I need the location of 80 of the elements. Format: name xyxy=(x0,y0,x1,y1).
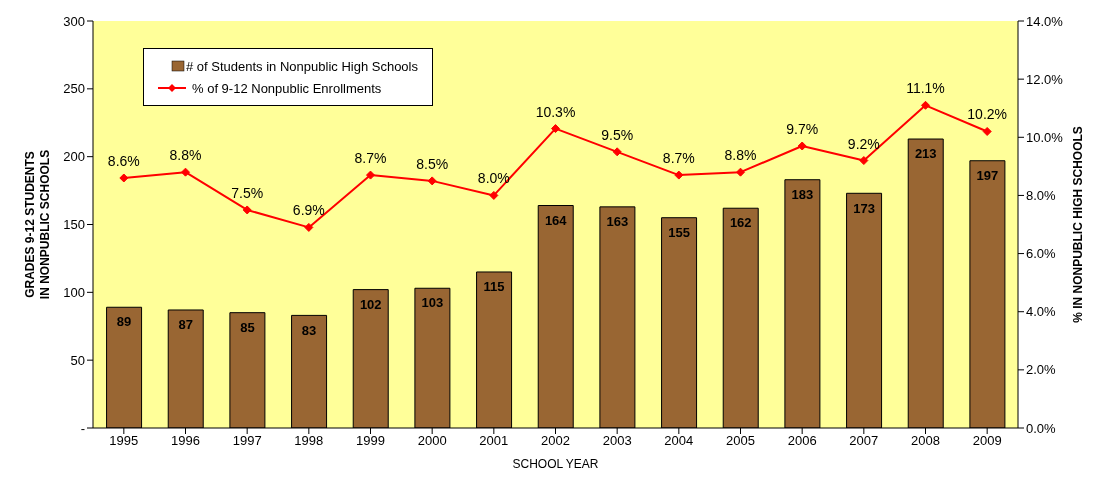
data-label: 7.5% xyxy=(231,184,264,201)
x-tick-label: 2007 xyxy=(849,433,879,449)
x-tick-label: 2002 xyxy=(541,433,570,449)
x-tick-label: 2005 xyxy=(726,433,755,449)
data-label: 8.8% xyxy=(169,147,202,164)
point xyxy=(366,170,375,180)
y-tick-label: - xyxy=(80,420,85,436)
point xyxy=(736,167,745,177)
data-label: 213 xyxy=(914,146,937,162)
y-tick-label: 100 xyxy=(63,284,85,300)
data-label: 163 xyxy=(606,214,629,230)
y-tick-label: 250 xyxy=(63,81,85,97)
point xyxy=(612,147,622,157)
y2-tick-label: 10.0% xyxy=(1026,129,1064,145)
x-tick-label: 2006 xyxy=(787,433,817,449)
y-axis-title: GRADES 9-12 STUDENTS IN NONPUBLIC SCHOOLS xyxy=(23,149,52,300)
point xyxy=(489,190,499,200)
data-label: 10.2% xyxy=(967,106,1008,123)
x-tick-label: 2003 xyxy=(602,433,632,449)
data-label: 8.6% xyxy=(107,152,140,169)
y2-tick-label: 4.0% xyxy=(1026,304,1057,320)
y-tick-label: 150 xyxy=(63,217,85,233)
data-label: 85 xyxy=(240,319,255,335)
x-axis-title: SCHOOL YEAR xyxy=(512,457,599,471)
data-label: 11.1% xyxy=(906,80,945,97)
data-label: 8.7% xyxy=(662,150,695,167)
data-label: 9.5% xyxy=(601,126,634,143)
point xyxy=(797,141,807,151)
point xyxy=(181,167,190,177)
y2-tick-label: 8.0% xyxy=(1026,188,1057,204)
data-label: 115 xyxy=(483,279,505,295)
data-label: 10.3% xyxy=(535,103,576,120)
point xyxy=(304,222,314,232)
data-label: 102 xyxy=(359,296,382,312)
point xyxy=(859,156,869,166)
x-tick-label: 1995 xyxy=(109,433,139,449)
x-tick-label: 2008 xyxy=(911,433,940,449)
data-label: 183 xyxy=(791,186,814,202)
y2-tick-label: 14.0% xyxy=(1026,13,1064,29)
x-tick-label: 1999 xyxy=(356,433,385,449)
point xyxy=(119,173,129,183)
y-tick-label: 300 xyxy=(63,13,85,29)
y2-tick-label: 0.0% xyxy=(1026,420,1057,436)
point xyxy=(242,205,252,215)
y2-tick-label: 12.0% xyxy=(1026,71,1064,87)
y-tick-label: 50 xyxy=(70,352,85,368)
data-label: 162 xyxy=(729,215,752,231)
data-label: 89 xyxy=(116,314,132,330)
data-label: 103 xyxy=(421,295,444,311)
data-label: 8.5% xyxy=(416,155,449,172)
legend-label: # of Students in Nonpublic High Schools xyxy=(186,58,418,74)
y2-tick-label: 6.0% xyxy=(1026,246,1057,262)
data-label: 83 xyxy=(301,322,317,338)
data-label: 6.9% xyxy=(292,202,325,219)
data-label: 8.0% xyxy=(477,170,510,187)
point xyxy=(982,126,992,136)
x-tick-label: 1997 xyxy=(232,433,262,449)
point xyxy=(427,176,437,186)
x-tick-label: 2001 xyxy=(479,433,509,449)
x-tick-label: 1998 xyxy=(294,433,324,449)
x-tick-label: 2000 xyxy=(417,433,447,449)
y2-tick-label: 2.0% xyxy=(1026,362,1057,378)
data-label: 173 xyxy=(853,200,875,216)
data-label: 8.8% xyxy=(724,147,757,164)
point xyxy=(674,170,684,180)
y2-axis-title: % IN NONPUBLIC HIGH SCHOOLS xyxy=(1071,126,1085,323)
x-tick-label: 1996 xyxy=(171,433,200,449)
data-label: 9.7% xyxy=(786,121,819,138)
legend-label: % of 9-12 Nonpublic Enrollments xyxy=(192,80,382,96)
x-tick-label: 2004 xyxy=(664,433,694,449)
data-label: 155 xyxy=(668,224,690,240)
data-label: 197 xyxy=(976,167,999,183)
y-tick-label: 200 xyxy=(63,149,85,165)
data-label: 164 xyxy=(544,212,568,228)
point xyxy=(551,124,560,134)
data-label: 87 xyxy=(178,317,193,333)
data-label: 9.2% xyxy=(847,135,880,152)
point xyxy=(921,100,930,110)
data-label: 8.7% xyxy=(354,150,387,167)
x-tick-label: 2009 xyxy=(972,433,1002,449)
